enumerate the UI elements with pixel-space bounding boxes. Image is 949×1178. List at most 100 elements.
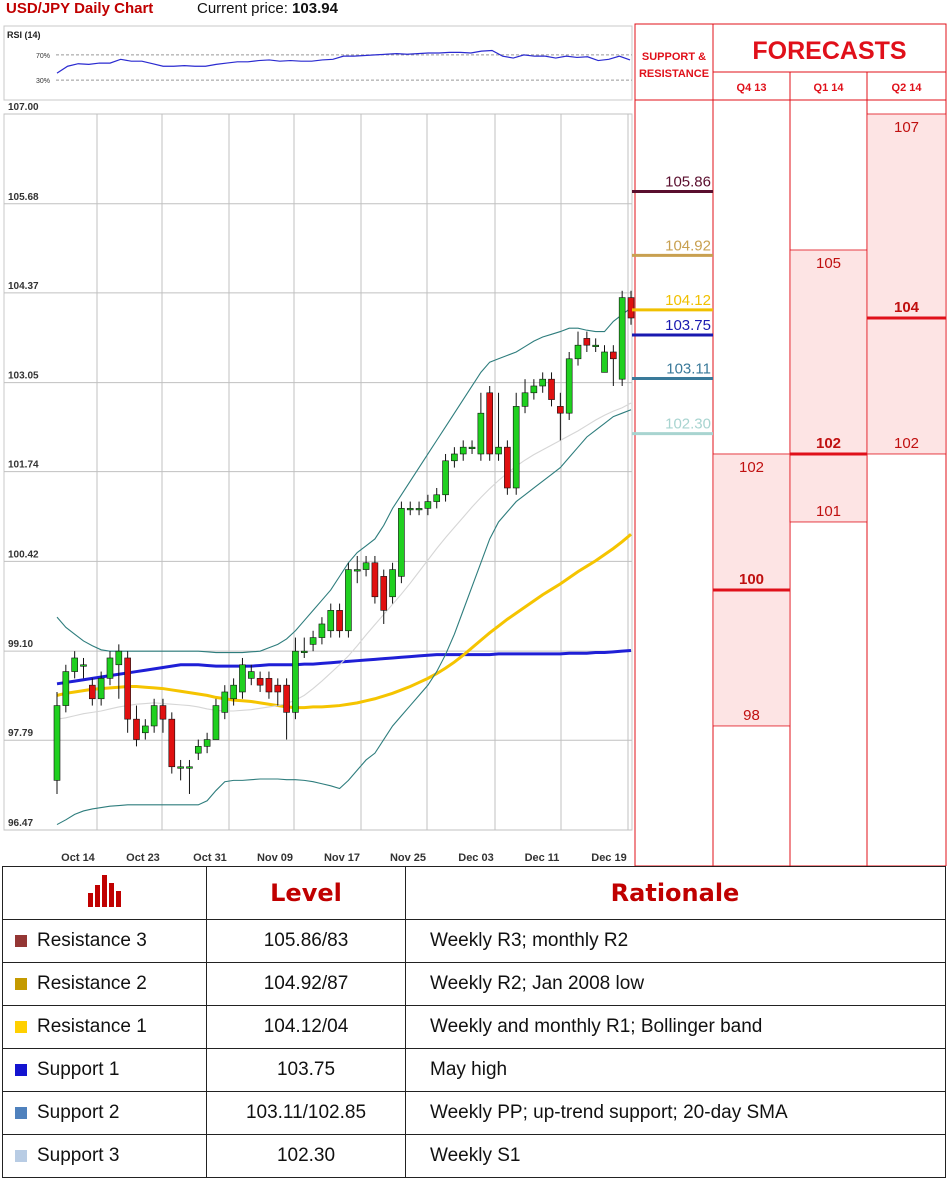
forecast-low: 98 [743, 707, 760, 724]
candle [186, 766, 193, 769]
rsi-30-label: 30% [36, 78, 50, 85]
forecast-median: 102 [816, 435, 841, 452]
level-value: 103.11/102.85 [206, 1091, 406, 1135]
color-swatch [15, 1107, 27, 1119]
candle [451, 453, 458, 462]
candle [512, 406, 520, 489]
candle [530, 385, 538, 394]
candle [194, 746, 202, 754]
sr-level-label: 103.75 [665, 317, 711, 334]
level-column-header: Level [206, 866, 406, 920]
candle [433, 494, 441, 502]
candle [300, 650, 308, 653]
candle [292, 650, 299, 713]
x-tick-label: Dec 03 [458, 852, 493, 864]
candle [389, 569, 396, 598]
current-price: Current price: 103.94 [197, 0, 338, 17]
y-tick-label: 97.79 [8, 728, 33, 739]
candle [345, 569, 352, 632]
table-row: Support 1 103.75 May high [2, 1048, 946, 1092]
sr-level-label: 103.11 [666, 361, 711, 378]
level-name-cell: Resistance 2 [2, 962, 207, 1006]
y-tick-label: 101.74 [8, 460, 39, 471]
candle [583, 338, 591, 346]
forecast-high: 105 [816, 255, 841, 272]
levels-table: Level Rationale Resistance 3 105.86/83 Wee… [2, 866, 946, 1178]
candle [486, 392, 494, 455]
chart-title: USD/JPY Daily Chart [6, 0, 154, 17]
color-swatch [15, 1021, 27, 1033]
candle [133, 718, 140, 740]
level-name: Support 1 [37, 1059, 120, 1080]
candle [415, 508, 423, 511]
candle [574, 344, 582, 360]
candle [230, 684, 237, 700]
table-row: Resistance 2 104.92/87 Weekly R2; Jan 2008… [2, 962, 946, 1006]
level-name: Resistance 3 [37, 930, 147, 951]
candle [150, 705, 158, 727]
level-name-cell: Support 2 [2, 1091, 207, 1135]
candle [239, 664, 246, 693]
candle [168, 718, 176, 768]
series-line [56, 648, 632, 686]
level-value: 103.75 [206, 1048, 406, 1092]
sr-title: SUPPORT & [642, 51, 706, 63]
level-value: 104.92/87 [206, 962, 406, 1006]
candle [371, 562, 379, 598]
sr-level-label: 102.30 [665, 416, 711, 433]
forecast-range-box [789, 249, 868, 523]
forecast-median: 104 [894, 299, 920, 316]
series-line [56, 533, 632, 710]
candle [283, 684, 290, 713]
x-tick-label: Oct 23 [126, 852, 160, 864]
forecast-median: 100 [739, 571, 764, 588]
forecast-high: 102 [739, 459, 764, 476]
sr-title: RESISTANCE [639, 68, 709, 80]
forecasts-title: FORECASTS [752, 37, 906, 65]
x-tick-label: Dec 11 [525, 852, 560, 864]
candle [442, 460, 449, 496]
table-row: Support 2 103.11/102.85 Weekly PP; up-tren… [2, 1091, 946, 1135]
candle [80, 664, 87, 667]
candle [247, 671, 255, 679]
candle [459, 446, 467, 455]
candle [336, 610, 343, 632]
candle [406, 508, 414, 511]
level-name-cell: Support 1 [2, 1048, 207, 1092]
table-row: Resistance 3 105.86/83 Weekly R3; monthly … [2, 919, 946, 963]
series-line [56, 402, 632, 720]
y-tick-label: 100.42 [8, 549, 39, 560]
level-value: 102.30 [206, 1134, 406, 1178]
candle [203, 739, 211, 747]
forecast-low: 101 [816, 503, 841, 520]
candle [521, 392, 529, 407]
candle [468, 446, 476, 449]
color-swatch [15, 935, 27, 947]
candle [424, 501, 432, 509]
candle [212, 705, 220, 740]
candle [309, 637, 317, 645]
x-tick-label: Dec 19 [591, 852, 626, 864]
candle [221, 691, 229, 713]
series-line [56, 409, 632, 826]
candle [124, 657, 131, 720]
level-value: 104.12/04 [206, 1005, 406, 1049]
table-row: Support 3 102.30 Weekly S1 [2, 1134, 946, 1178]
level-rationale: Weekly R3; monthly R2 [405, 919, 946, 963]
forecast-column-label: Q2 14 [892, 82, 923, 94]
level-value: 105.86/83 [206, 919, 406, 963]
forecast-low: 102 [894, 435, 919, 452]
candle [548, 378, 555, 400]
candle [504, 446, 511, 489]
candle [398, 508, 405, 577]
candle [565, 358, 573, 414]
forecast-high: 107 [894, 119, 919, 136]
series-line [56, 307, 632, 654]
x-tick-label: Nov 25 [390, 852, 426, 864]
current-price-label: Current price: [197, 0, 288, 17]
candle [592, 344, 599, 347]
candle [274, 684, 282, 693]
candle [495, 446, 502, 455]
color-swatch [15, 978, 27, 990]
chart-header: USD/JPY Daily Chart Current price: 103.9… [0, 0, 632, 22]
